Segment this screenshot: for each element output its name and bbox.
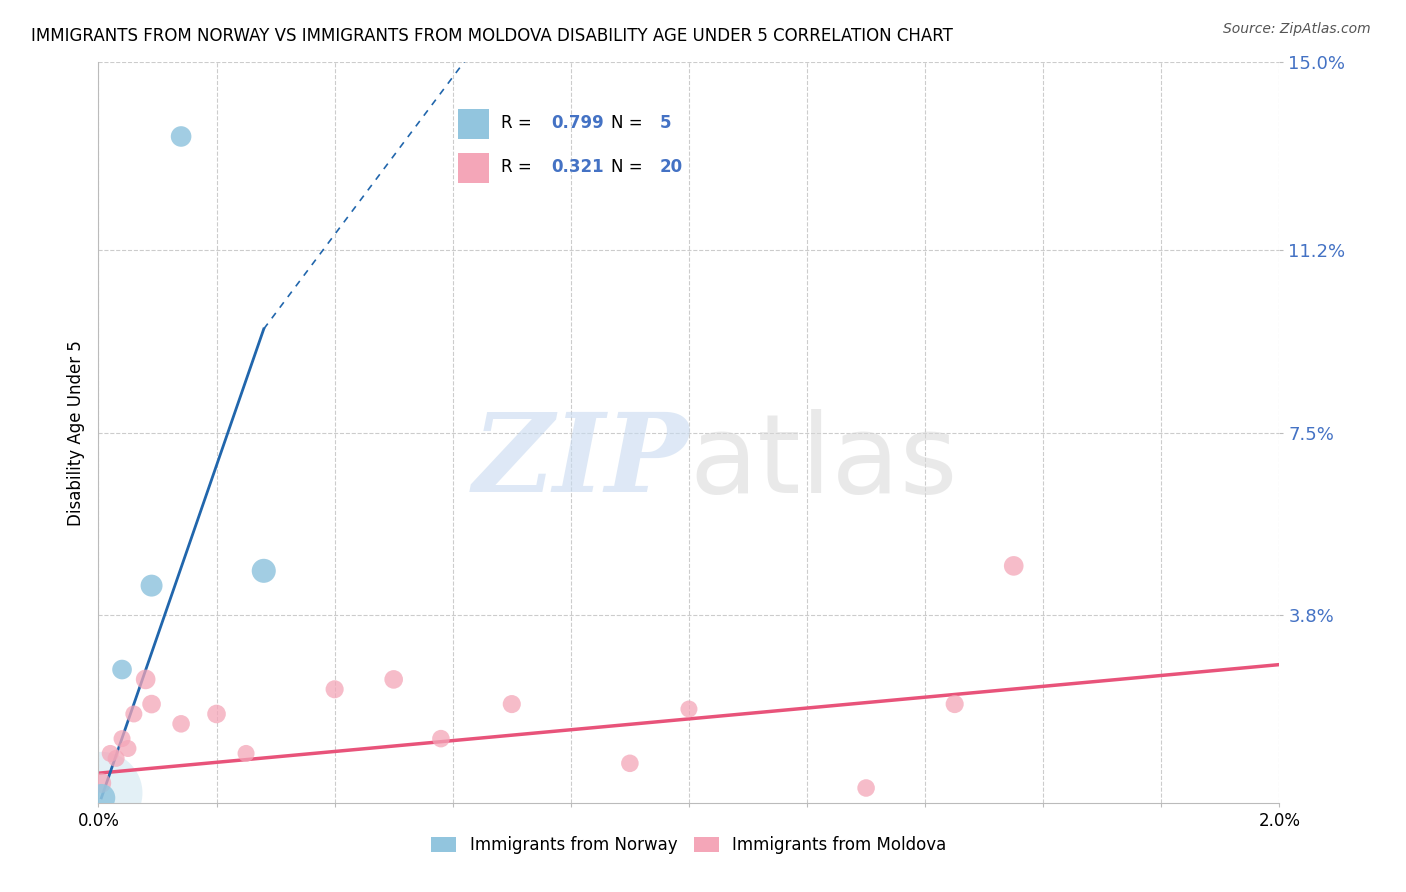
- Point: [170, 716, 193, 731]
- Point: [323, 682, 346, 697]
- Point: [430, 731, 453, 746]
- Point: [382, 673, 405, 687]
- Point: [678, 702, 700, 716]
- Point: [619, 756, 641, 771]
- Y-axis label: Disability Age Under 5: Disability Age Under 5: [66, 340, 84, 525]
- Point: [135, 673, 157, 687]
- Text: IMMIGRANTS FROM NORWAY VS IMMIGRANTS FROM MOLDOVA DISABILITY AGE UNDER 5 CORRELA: IMMIGRANTS FROM NORWAY VS IMMIGRANTS FRO…: [31, 27, 953, 45]
- Point: [170, 129, 193, 144]
- Point: [141, 697, 163, 711]
- Point: [501, 697, 523, 711]
- Point: [105, 751, 128, 765]
- Point: [90, 790, 112, 805]
- Point: [141, 579, 163, 593]
- Point: [235, 747, 257, 761]
- Text: Source: ZipAtlas.com: Source: ZipAtlas.com: [1223, 22, 1371, 37]
- Legend: Immigrants from Norway, Immigrants from Moldova: Immigrants from Norway, Immigrants from …: [425, 830, 953, 861]
- Point: [855, 780, 877, 795]
- Point: [111, 731, 134, 746]
- Text: atlas: atlas: [689, 409, 957, 516]
- Point: [1002, 558, 1025, 573]
- Point: [117, 741, 139, 756]
- Point: [253, 564, 276, 578]
- Point: [122, 706, 145, 721]
- Point: [205, 706, 228, 721]
- Point: [90, 786, 112, 800]
- Point: [90, 776, 112, 790]
- Point: [111, 663, 134, 677]
- Text: ZIP: ZIP: [472, 409, 689, 516]
- Point: [943, 697, 966, 711]
- Point: [98, 747, 121, 761]
